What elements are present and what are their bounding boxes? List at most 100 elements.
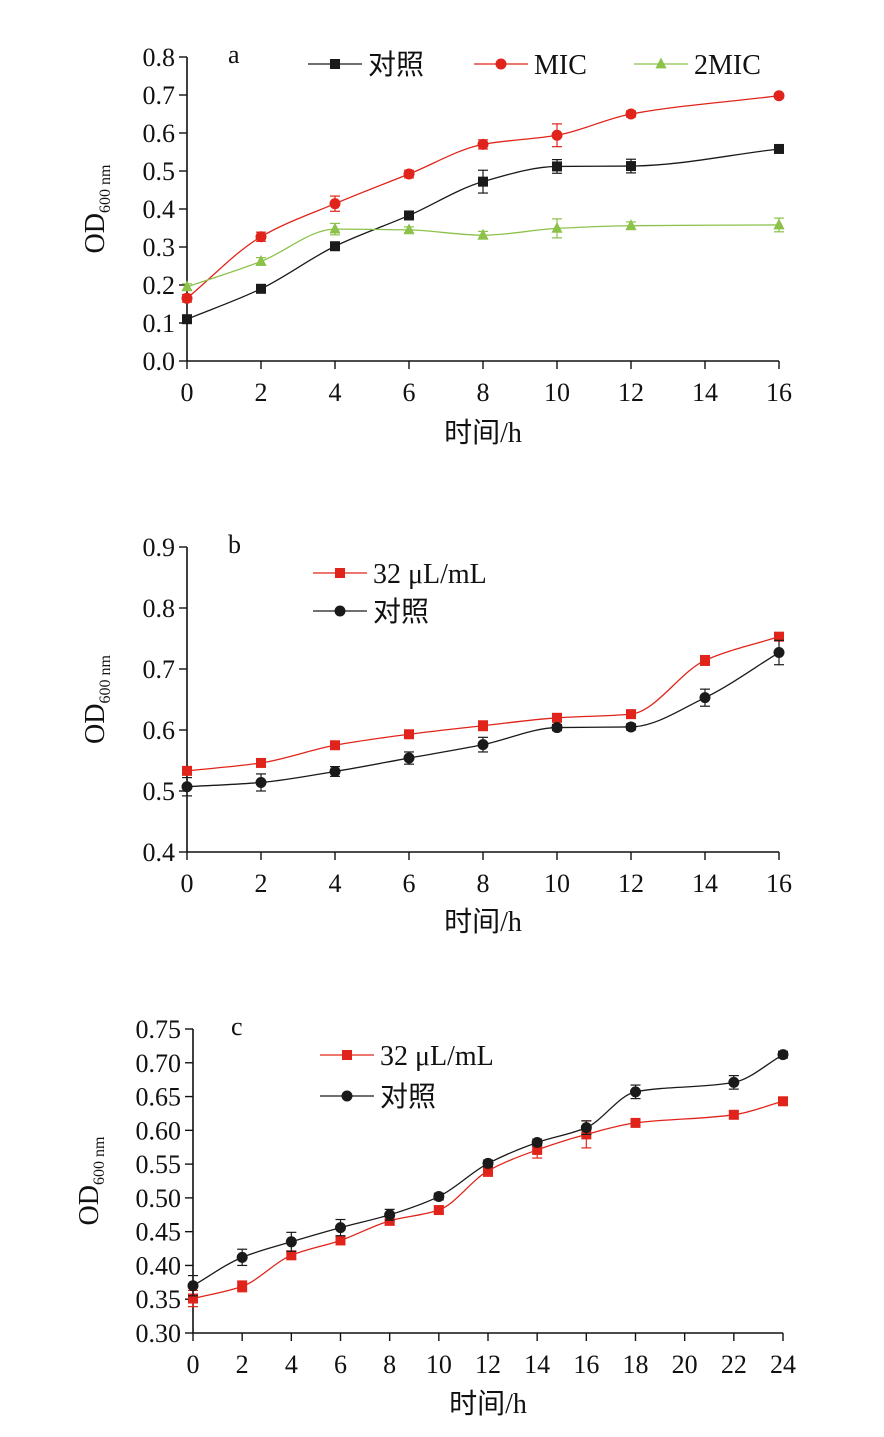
x-tick-label: 0 bbox=[187, 1350, 200, 1379]
data-point bbox=[335, 1222, 346, 1234]
x-tick-label: 4 bbox=[329, 378, 342, 407]
y-tick-label: 0.55 bbox=[136, 1150, 182, 1179]
data-point bbox=[477, 138, 489, 150]
y-axis-label-main: OD bbox=[74, 1185, 105, 1225]
legend-label: 对照 bbox=[380, 1081, 436, 1113]
y-tick-label: 0.60 bbox=[136, 1116, 182, 1145]
y-axis-label-subscript: 600 nm bbox=[97, 164, 114, 213]
y-tick-label: 0.7 bbox=[143, 655, 176, 684]
x-tick-label: 24 bbox=[770, 1350, 796, 1379]
y-tick-label: 0.7 bbox=[143, 81, 176, 110]
series-1 bbox=[187, 1049, 789, 1297]
data-point bbox=[329, 222, 341, 234]
data-point bbox=[477, 228, 489, 240]
data-point bbox=[433, 1205, 444, 1216]
data-point bbox=[773, 647, 785, 659]
x-tick-label: 10 bbox=[544, 869, 570, 898]
y-tick-label: 0.0 bbox=[143, 347, 176, 376]
y-tick-label: 0.4 bbox=[143, 838, 176, 867]
data-point bbox=[728, 1076, 740, 1088]
data-point bbox=[256, 757, 266, 768]
panel-label: a bbox=[228, 40, 240, 69]
data-point bbox=[403, 752, 415, 764]
legend-label: 对照 bbox=[373, 596, 429, 628]
y-tick-label: 0.9 bbox=[143, 533, 176, 562]
data-point bbox=[773, 90, 785, 102]
data-point bbox=[403, 223, 415, 235]
data-point bbox=[777, 1049, 789, 1061]
series-1 bbox=[181, 90, 785, 304]
data-point bbox=[773, 218, 785, 230]
legend-entry: 对照 bbox=[308, 49, 424, 81]
data-point bbox=[478, 176, 488, 187]
data-point bbox=[335, 1235, 346, 1246]
x-tick-label: 12 bbox=[618, 869, 644, 898]
panel-a: 0.0 0.1 0.2 0.3 0.4 0.5 0.6 0.7 0.8 0 2 4 6 8 10 12 14 16… bbox=[80, 40, 792, 449]
data-point bbox=[330, 241, 340, 252]
y-tick-label: 0.2 bbox=[143, 271, 176, 300]
x-axis-label: 时间/h bbox=[449, 1388, 527, 1420]
data-point bbox=[625, 219, 637, 231]
x-axis-label: 时间/h bbox=[444, 417, 522, 449]
x-tick-label: 0 bbox=[181, 869, 194, 898]
x-tick-label: 4 bbox=[329, 869, 342, 898]
y-tick-label: 0.6 bbox=[143, 119, 176, 148]
x-tick-label: 6 bbox=[403, 869, 416, 898]
x-tick-label: 16 bbox=[766, 869, 792, 898]
data-point bbox=[551, 722, 563, 734]
y-axis-label-main: OD bbox=[80, 704, 111, 744]
x-tick-label: 12 bbox=[618, 378, 644, 407]
x-tick-label: 14 bbox=[692, 378, 718, 407]
data-point bbox=[552, 712, 562, 723]
data-point bbox=[404, 210, 414, 221]
panel-b: 0.4 0.5 0.6 0.7 0.8 0.9 0 2 4 6 8 10 12 14 16 时间/h OD600… bbox=[80, 530, 792, 938]
y-tick-label: 0.75 bbox=[136, 1015, 182, 1044]
data-point bbox=[237, 1281, 248, 1292]
x-tick-label: 10 bbox=[544, 378, 570, 407]
data-point bbox=[181, 280, 193, 292]
x-tick-label: 0 bbox=[181, 378, 194, 407]
data-point bbox=[329, 765, 341, 777]
data-point bbox=[181, 781, 193, 793]
data-point bbox=[699, 692, 711, 704]
x-tick-label: 6 bbox=[334, 1350, 347, 1379]
y-tick-label: 0.35 bbox=[136, 1285, 182, 1314]
data-point bbox=[552, 161, 562, 172]
data-point bbox=[181, 292, 193, 304]
data-point bbox=[384, 1209, 396, 1221]
data-point bbox=[255, 231, 267, 243]
y-axis-label: OD600 nm bbox=[80, 655, 114, 744]
data-point bbox=[531, 1136, 543, 1148]
x-tick-label: 2 bbox=[236, 1350, 249, 1379]
data-point bbox=[384, 1215, 395, 1226]
legend-marker bbox=[334, 605, 346, 617]
y-tick-label: 0.5 bbox=[143, 777, 176, 806]
data-point bbox=[286, 1250, 297, 1261]
data-point bbox=[580, 1122, 592, 1134]
data-point bbox=[774, 143, 784, 154]
y-tick-label: 0.4 bbox=[143, 195, 176, 224]
series-0 bbox=[188, 1096, 788, 1308]
series-line bbox=[192, 1100, 784, 1300]
legend-marker bbox=[330, 59, 340, 69]
x-tick-label: 14 bbox=[692, 869, 718, 898]
data-point bbox=[626, 709, 636, 720]
data-point bbox=[255, 254, 267, 266]
x-tick-label: 4 bbox=[285, 1350, 298, 1379]
x-tick-label: 6 bbox=[403, 378, 416, 407]
panel-label: c bbox=[231, 1012, 243, 1041]
legend-entry: 2MIC bbox=[634, 50, 761, 81]
data-point bbox=[182, 314, 192, 325]
y-tick-label: 0.1 bbox=[143, 309, 176, 338]
panel-label: b bbox=[228, 530, 241, 559]
series-line bbox=[186, 224, 780, 288]
series-1 bbox=[181, 639, 785, 797]
data-point bbox=[630, 1086, 641, 1098]
data-point bbox=[329, 198, 341, 210]
x-tick-label: 8 bbox=[477, 869, 490, 898]
series-line bbox=[186, 651, 780, 788]
data-point bbox=[551, 221, 563, 233]
y-axis-label: OD600 nm bbox=[74, 1136, 108, 1225]
y-tick-label: 0.40 bbox=[136, 1251, 182, 1280]
y-tick-label: 0.45 bbox=[136, 1218, 182, 1247]
